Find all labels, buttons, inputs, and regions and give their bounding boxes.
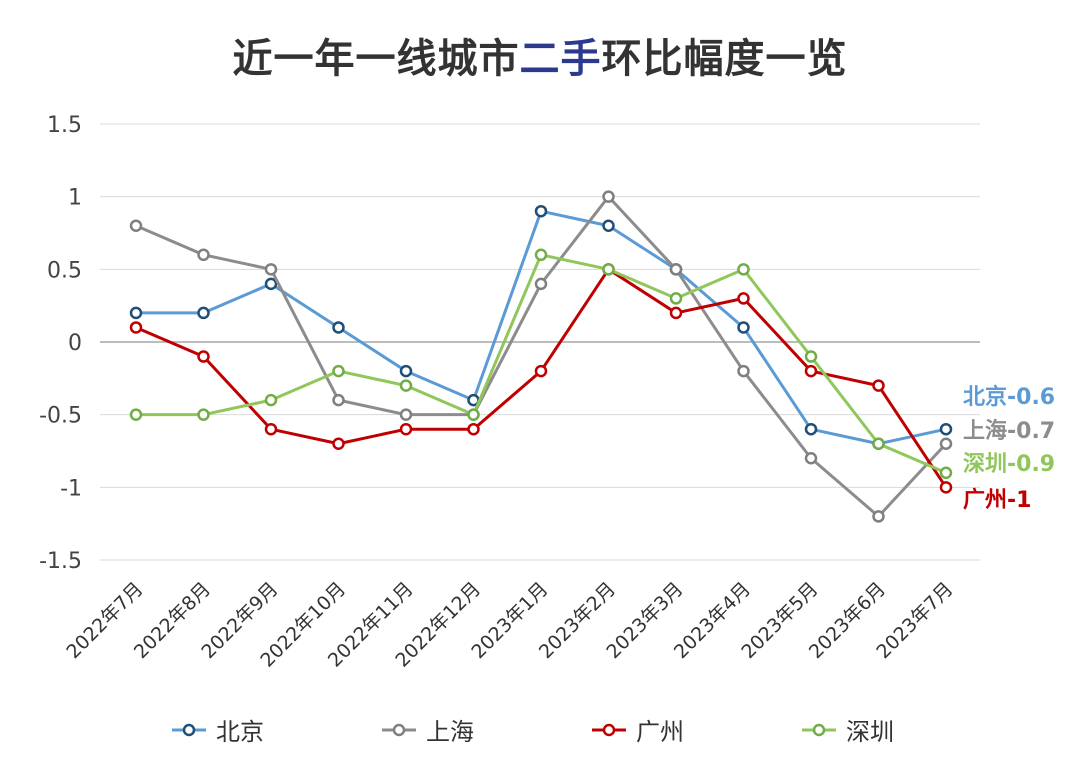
series-北京 (129, 204, 953, 450)
data-point (197, 306, 210, 320)
data-point (264, 422, 278, 436)
data-point (939, 422, 953, 436)
end-label-广州: 广州-1 (963, 487, 1031, 513)
chart-legend: 北京 上海 广州 深圳 (0, 712, 1080, 748)
data-point (399, 364, 413, 378)
data-point (534, 364, 548, 378)
y-tick-label: 0 (68, 331, 82, 356)
data-point (737, 263, 750, 276)
y-tick-label: 0.5 (47, 258, 82, 283)
data-point (534, 204, 548, 218)
data-point (669, 306, 683, 320)
legend-item-北京: 北京 (170, 712, 264, 747)
y-gridlines (100, 123, 980, 561)
series-line (136, 209, 947, 446)
title-highlight: 二手 (519, 36, 602, 82)
data-point (872, 379, 885, 392)
data-point (129, 219, 143, 232)
series-广州 (129, 263, 953, 494)
data-point (332, 364, 345, 378)
data-point (332, 321, 345, 334)
legend-item-广州: 广州 (590, 712, 684, 747)
y-tick-label: -0.5 (39, 404, 82, 429)
data-point (602, 190, 615, 203)
data-point (197, 248, 210, 262)
data-point (129, 321, 143, 334)
series-上海 (129, 190, 953, 523)
end-label-北京: 北京-0.6 (963, 384, 1055, 410)
data-point (129, 306, 143, 320)
end-labels: 北京-0.6 上海-0.7 广州-1 深圳-0.9 (963, 384, 1055, 513)
y-tick-label: -1.5 (39, 549, 82, 574)
data-point (534, 248, 548, 262)
y-axis-ticks: 1.5 1 0.5 0 -0.5 -1 -1.5 (39, 113, 82, 574)
data-point (669, 263, 683, 276)
series-line (135, 195, 948, 518)
legend-item-深圳: 深圳 (800, 712, 894, 747)
legend-line-marker-icon (802, 723, 836, 736)
data-point (534, 277, 548, 291)
data-point (264, 277, 278, 291)
data-point (602, 263, 615, 276)
data-point (129, 408, 143, 421)
data-point (467, 408, 480, 421)
end-label-上海: 上海-0.7 (963, 418, 1055, 444)
data-point (804, 422, 818, 436)
legend-item-上海: 上海 (380, 712, 474, 747)
y-tick-label: 1.5 (47, 113, 82, 138)
data-point (669, 292, 683, 305)
legend-label: 深圳 (846, 718, 894, 746)
data-point (939, 437, 953, 450)
data-point (264, 393, 278, 407)
legend-label: 北京 (216, 718, 264, 746)
y-tick-label: -1 (60, 476, 82, 501)
x-axis-ticks: 2022年7月2022年8月2022年9月2022年10月2022年11月202… (62, 578, 957, 672)
data-point (602, 219, 615, 232)
data-point (399, 408, 413, 421)
data-point (467, 422, 480, 436)
data-point (399, 422, 413, 436)
data-point (939, 466, 953, 480)
title-suffix: 环比幅度一览 (601, 36, 848, 82)
data-point (872, 510, 885, 523)
legend-line-marker-icon (592, 723, 626, 736)
data-point (264, 263, 278, 276)
legend-label: 广州 (636, 718, 684, 746)
data-point (399, 379, 413, 392)
data-point (737, 364, 750, 378)
data-point (939, 481, 953, 494)
data-point (804, 350, 818, 363)
legend-label: 上海 (426, 718, 474, 746)
data-point (332, 437, 345, 450)
data-point (804, 452, 818, 465)
data-point (872, 437, 885, 450)
series-line (135, 267, 948, 489)
chart-title: 近一年一线城市二手环比幅度一览 (0, 26, 1080, 84)
data-point (804, 364, 818, 378)
data-point (737, 292, 750, 305)
title-prefix: 近一年一线城市 (232, 36, 520, 82)
data-point (197, 408, 210, 421)
data-point (197, 350, 210, 363)
legend-line-marker-icon (382, 723, 416, 736)
y-tick-label: 1 (68, 186, 82, 211)
data-point (737, 321, 750, 334)
end-label-深圳: 深圳-0.9 (963, 452, 1055, 477)
series-深圳 (129, 248, 953, 480)
data-point (332, 393, 345, 407)
legend-line-marker-icon (172, 723, 206, 736)
